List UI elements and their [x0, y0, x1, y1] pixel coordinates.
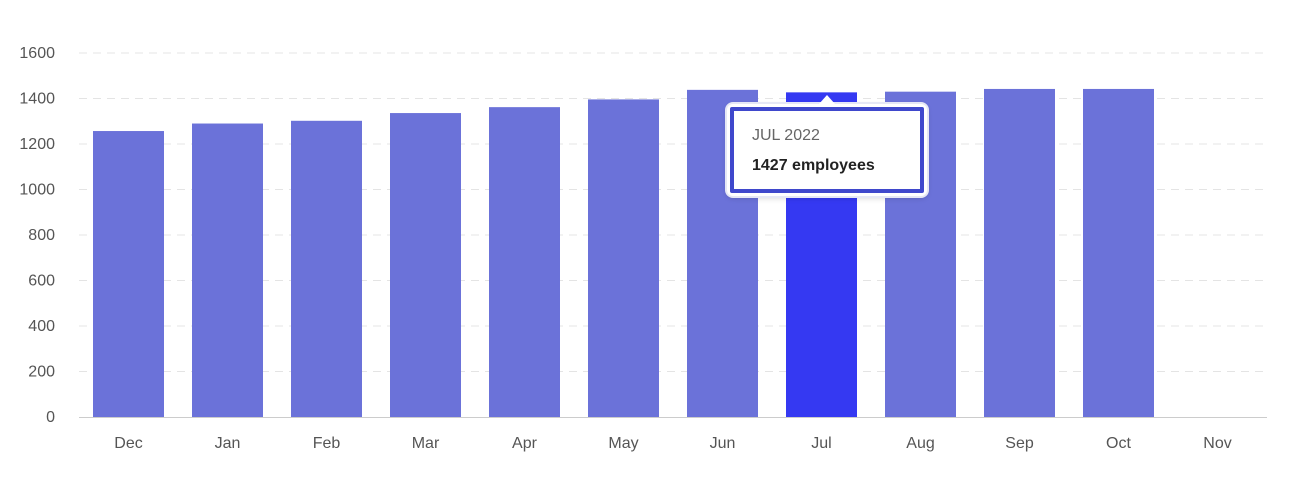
x-tick-label: Aug — [906, 435, 934, 452]
y-tick-label: 1400 — [19, 91, 55, 108]
chart-tooltip: JUL 2022 1427 employees — [727, 104, 927, 196]
tooltip-period: JUL 2022 — [752, 127, 920, 145]
y-tick-label: 1600 — [19, 45, 55, 62]
x-tick-label: Jun — [710, 435, 736, 452]
bar — [93, 131, 164, 417]
y-tick-label: 800 — [28, 227, 55, 244]
x-tick-label: Dec — [114, 435, 142, 452]
bar — [291, 121, 362, 417]
bar — [489, 107, 560, 417]
bar — [390, 113, 461, 417]
tooltip-body: JUL 2022 1427 employees — [730, 107, 924, 193]
tooltip-arrow — [819, 95, 835, 104]
x-tick-label: Feb — [313, 435, 341, 452]
bar — [984, 89, 1055, 417]
x-tick-label: Mar — [412, 435, 440, 452]
bar — [1083, 89, 1154, 417]
y-tick-label: 1200 — [19, 136, 55, 153]
bar — [588, 99, 659, 417]
y-tick-label: 400 — [28, 318, 55, 335]
x-tick-label: Jul — [811, 435, 831, 452]
x-tick-label: Jan — [215, 435, 241, 452]
y-tick-label: 600 — [28, 273, 55, 290]
x-tick-label: Sep — [1005, 435, 1034, 452]
y-tick-label: 200 — [28, 364, 55, 381]
x-tick-label: Nov — [1203, 435, 1231, 452]
x-tick-label: Apr — [512, 435, 538, 452]
y-tick-label: 0 — [46, 409, 55, 426]
x-tick-label: May — [608, 435, 638, 452]
bar — [192, 124, 263, 417]
tooltip-value: 1427 employees — [752, 157, 920, 175]
y-tick-label: 1000 — [19, 182, 55, 199]
x-tick-label: Oct — [1106, 435, 1131, 452]
